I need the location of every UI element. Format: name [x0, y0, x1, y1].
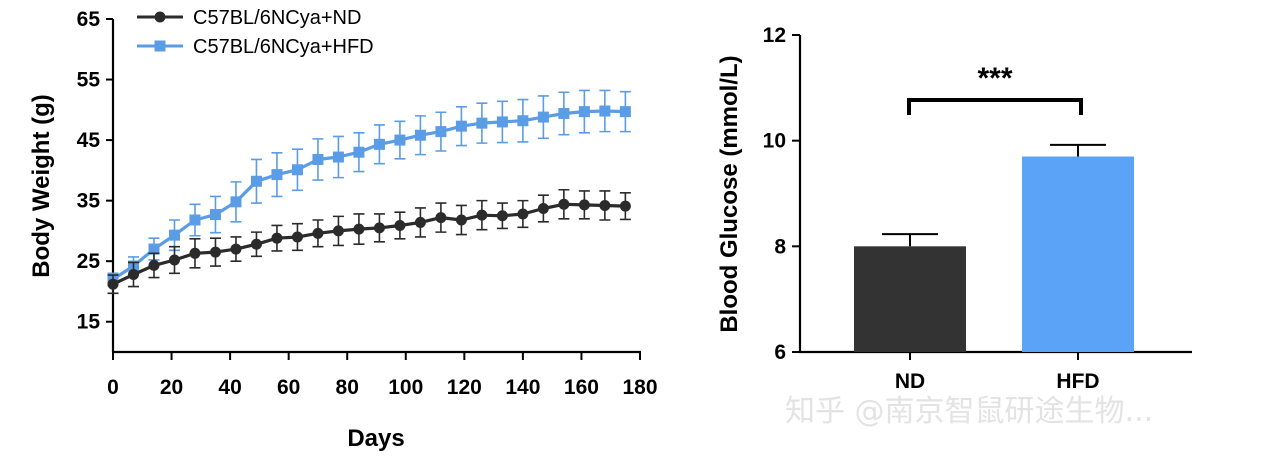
y-axis-title: Body Weight (g)	[28, 94, 55, 278]
data-point-nd	[414, 216, 426, 228]
data-point-nd	[230, 243, 242, 255]
x-tick-label: 180	[622, 376, 657, 399]
series-nd	[107, 188, 631, 295]
data-point-hfd	[353, 146, 365, 158]
data-point-nd	[168, 254, 180, 266]
significance-label: ***	[977, 62, 1012, 95]
data-point-hfd	[599, 105, 611, 117]
data-point-hfd	[291, 164, 303, 176]
y-tick-label: 6	[774, 341, 786, 364]
x-tick-label: 120	[447, 376, 482, 399]
data-point-hfd	[148, 243, 160, 255]
watermark: 知乎 @南京智鼠研途生物...	[785, 394, 1153, 429]
legend-marker-hfd	[154, 40, 166, 52]
x-tick-label: 60	[277, 376, 300, 399]
data-point-nd	[209, 246, 221, 258]
y-tick-label: 12	[763, 24, 786, 47]
data-point-hfd	[435, 126, 447, 138]
data-point-hfd	[496, 116, 508, 128]
data-point-nd	[517, 208, 529, 220]
data-point-hfd	[230, 196, 242, 208]
data-point-nd	[373, 222, 385, 234]
data-point-hfd	[455, 120, 467, 132]
y-tick-label: 15	[77, 311, 101, 334]
body-weight-chart: 15 25 35 45 55 65 0 20 40 60 80 100 120 140 160 180 Da…	[28, 7, 658, 452]
y-tick-label: 10	[763, 130, 786, 153]
legend-marker-nd	[154, 11, 166, 23]
data-point-nd	[353, 223, 365, 235]
data-point-nd	[599, 199, 611, 211]
data-point-nd	[189, 247, 201, 259]
data-point-hfd	[414, 129, 426, 141]
data-point-hfd	[394, 134, 406, 146]
series-hfd	[107, 89, 631, 287]
legend-label-hfd: C57BL/6NCya+HFD	[193, 36, 374, 58]
data-point-nd	[250, 238, 262, 250]
significance-bracket	[907, 98, 1083, 115]
data-point-hfd	[168, 229, 180, 241]
x-tick-label: 80	[336, 376, 359, 399]
data-point-hfd	[312, 153, 324, 165]
y-tick-label: 35	[77, 190, 101, 213]
x-axis-title: Days	[347, 425, 404, 452]
y-ticks: 15 25 35 45 55 65	[77, 8, 113, 334]
data-point-hfd	[373, 138, 385, 150]
x-tick-label: 40	[218, 376, 241, 399]
data-point-hfd	[537, 111, 549, 123]
x-tick-label: 140	[505, 376, 540, 399]
series-group	[107, 89, 631, 295]
legend: C57BL/6NCya+ND C57BL/6NCya+HFD	[137, 7, 374, 58]
data-point-hfd	[271, 169, 283, 181]
data-point-hfd	[578, 106, 590, 118]
data-point-hfd	[619, 106, 631, 118]
y-tick-label: 8	[774, 235, 786, 258]
data-point-nd	[312, 227, 324, 239]
data-point-nd	[148, 259, 160, 271]
data-point-hfd	[558, 107, 570, 119]
y-tick-label: 25	[77, 250, 101, 273]
data-point-nd	[127, 269, 139, 281]
data-point-nd	[496, 210, 508, 222]
data-point-nd	[558, 198, 570, 210]
x-tick-label-nd: ND	[895, 370, 925, 393]
x-tick-label: 160	[564, 376, 599, 399]
data-point-nd	[332, 225, 344, 237]
legend-label-nd: C57BL/6NCya+ND	[193, 7, 361, 29]
y-tick-label: 45	[77, 129, 101, 152]
y-tick-label: 65	[77, 8, 101, 31]
data-point-nd	[291, 231, 303, 243]
data-point-nd	[107, 278, 119, 290]
data-point-hfd	[332, 151, 344, 163]
x-tick-label: 100	[388, 376, 423, 399]
data-point-hfd	[476, 117, 488, 129]
data-point-nd	[476, 209, 488, 221]
data-point-nd	[537, 203, 549, 215]
data-point-hfd	[209, 209, 221, 221]
y-axis-title: Blood Glucose (mmol/L)	[716, 55, 743, 332]
data-point-nd	[455, 214, 467, 226]
data-point-nd	[619, 200, 631, 212]
data-point-nd	[578, 199, 590, 211]
data-point-hfd	[517, 115, 529, 127]
y-ticks: 6 8 10 12	[763, 24, 800, 364]
blood-glucose-chart: 6 8 10 12 ND HFD Blood Glucose (mmol/L) ***	[716, 24, 1192, 393]
bars-group: ND HFD	[854, 143, 1134, 393]
y-tick-label: 55	[77, 69, 101, 92]
data-point-nd	[271, 232, 283, 244]
x-tick-label: 0	[107, 376, 119, 399]
bar-nd	[854, 246, 966, 352]
x-tick-label-hfd: HFD	[1056, 370, 1099, 393]
data-point-hfd	[250, 175, 262, 187]
x-tick-label: 20	[160, 376, 183, 399]
data-point-hfd	[189, 214, 201, 226]
data-point-nd	[435, 212, 447, 224]
bar-hfd	[1022, 156, 1134, 352]
x-ticks: 0 20 40 60 80 100 120 140 160 180	[107, 352, 658, 399]
data-point-nd	[394, 219, 406, 231]
